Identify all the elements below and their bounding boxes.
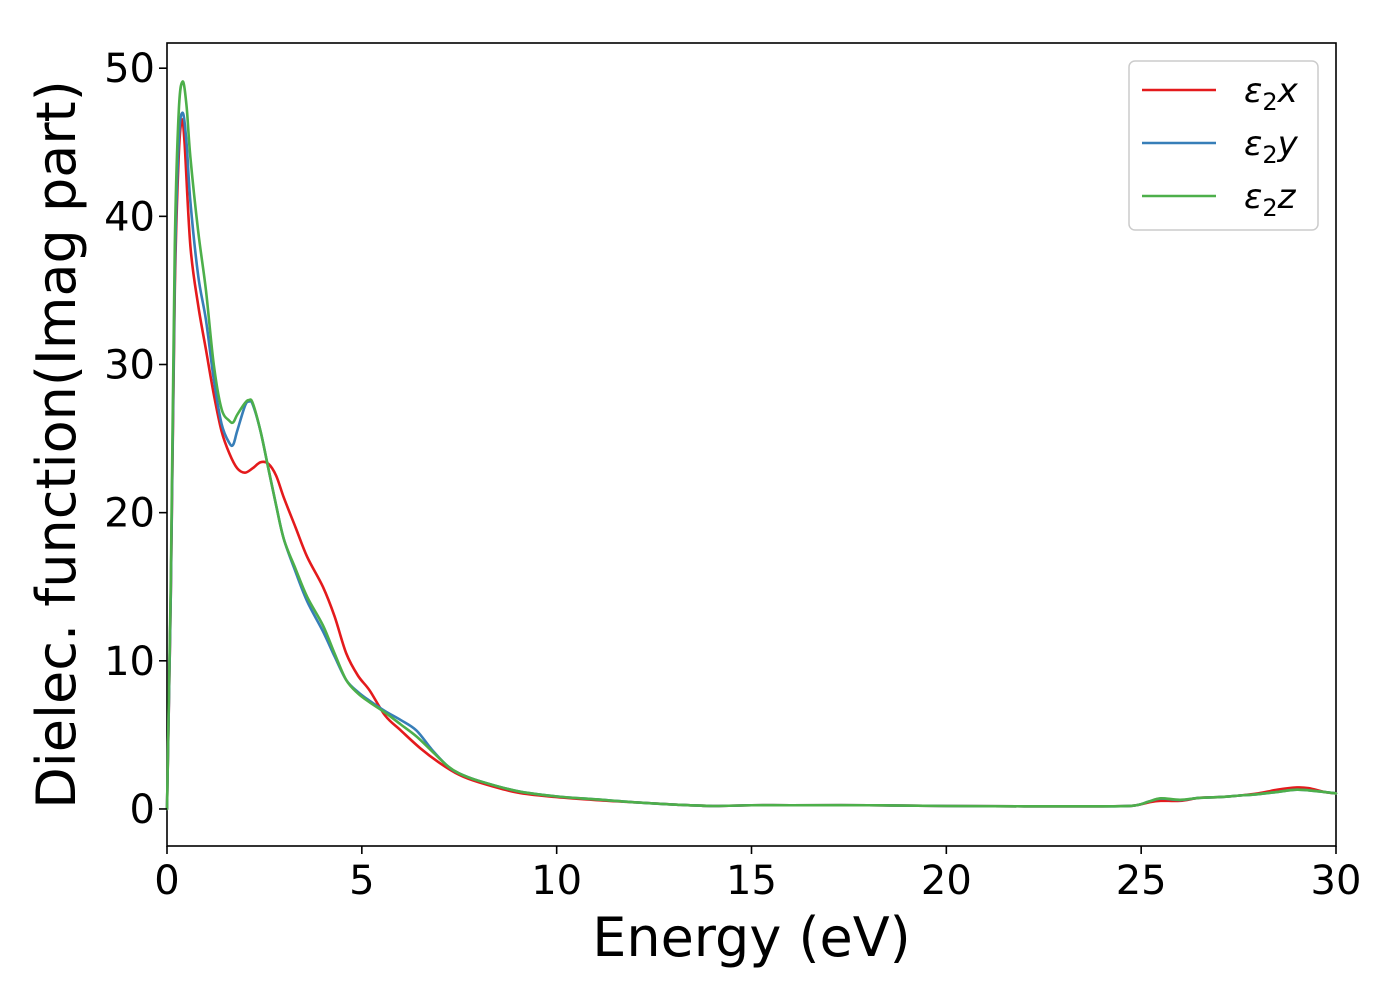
x-axis-label: Energy (eV) xyxy=(592,906,911,969)
y-tick-label: 30 xyxy=(104,342,155,388)
x-tick-label: 25 xyxy=(1116,858,1167,904)
legend-label-y: ε2y xyxy=(1244,124,1299,169)
series-lines xyxy=(165,80,1338,811)
y-tick-label: 0 xyxy=(130,787,155,833)
y-tick-label: 10 xyxy=(104,639,155,685)
y-tick-label: 50 xyxy=(104,46,155,92)
y-tick-label: 20 xyxy=(104,491,155,537)
x-axis-ticks: 0 5 10 15 20 25 30 xyxy=(154,846,1361,904)
series-line-z xyxy=(165,80,1338,811)
y-axis-label: Dielec. function(Imag part) xyxy=(25,80,88,809)
y-tick-label: 40 xyxy=(104,194,155,240)
y-axis-ticks: 0 10 20 30 40 50 xyxy=(104,46,167,833)
legend-label-x: ε2x xyxy=(1244,71,1299,116)
x-tick-label: 15 xyxy=(726,858,777,904)
legend-box xyxy=(1128,60,1319,231)
x-tick-label: 0 xyxy=(154,858,179,904)
x-tick-label: 5 xyxy=(349,858,374,904)
legend: ε2x ε2y ε2z xyxy=(1128,60,1319,231)
x-tick-label: 20 xyxy=(921,858,972,904)
series-line-x xyxy=(165,118,1338,811)
x-tick-label: 30 xyxy=(1311,858,1362,904)
x-tick-label: 10 xyxy=(531,858,582,904)
legend-label-z: ε2z xyxy=(1244,177,1297,222)
